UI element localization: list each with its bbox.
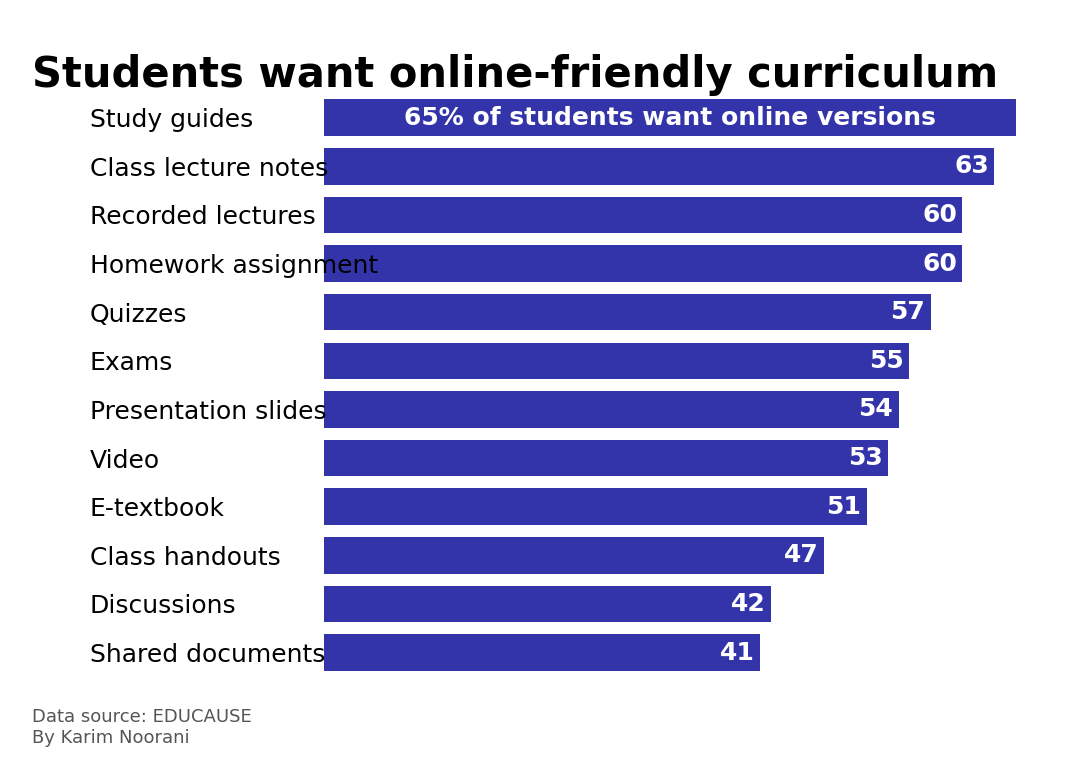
Bar — [324, 294, 931, 331]
Bar — [324, 148, 995, 184]
Bar — [324, 537, 824, 573]
Text: Data source: EDUCAUSE
By Karim Noorani: Data source: EDUCAUSE By Karim Noorani — [32, 708, 252, 747]
Text: 57: 57 — [891, 300, 926, 324]
Bar — [324, 342, 909, 379]
Text: 55: 55 — [869, 349, 904, 373]
Text: 60: 60 — [922, 203, 957, 227]
Bar — [324, 634, 760, 671]
Text: 51: 51 — [826, 495, 862, 519]
Bar — [324, 440, 888, 476]
Text: 54: 54 — [859, 398, 893, 422]
Text: 47: 47 — [784, 543, 819, 567]
Bar — [324, 197, 962, 233]
Text: 41: 41 — [720, 640, 755, 664]
Text: 65% of students want online versions: 65% of students want online versions — [404, 106, 935, 130]
Bar — [324, 100, 1015, 136]
Bar — [324, 586, 771, 622]
Text: Students want online-friendly curriculum: Students want online-friendly curriculum — [32, 54, 999, 96]
Text: 42: 42 — [731, 592, 766, 616]
Bar — [324, 391, 899, 428]
Text: 60: 60 — [922, 251, 957, 275]
Bar — [324, 489, 866, 525]
Bar — [324, 245, 962, 282]
Text: 63: 63 — [955, 154, 989, 178]
Text: 53: 53 — [848, 446, 882, 470]
